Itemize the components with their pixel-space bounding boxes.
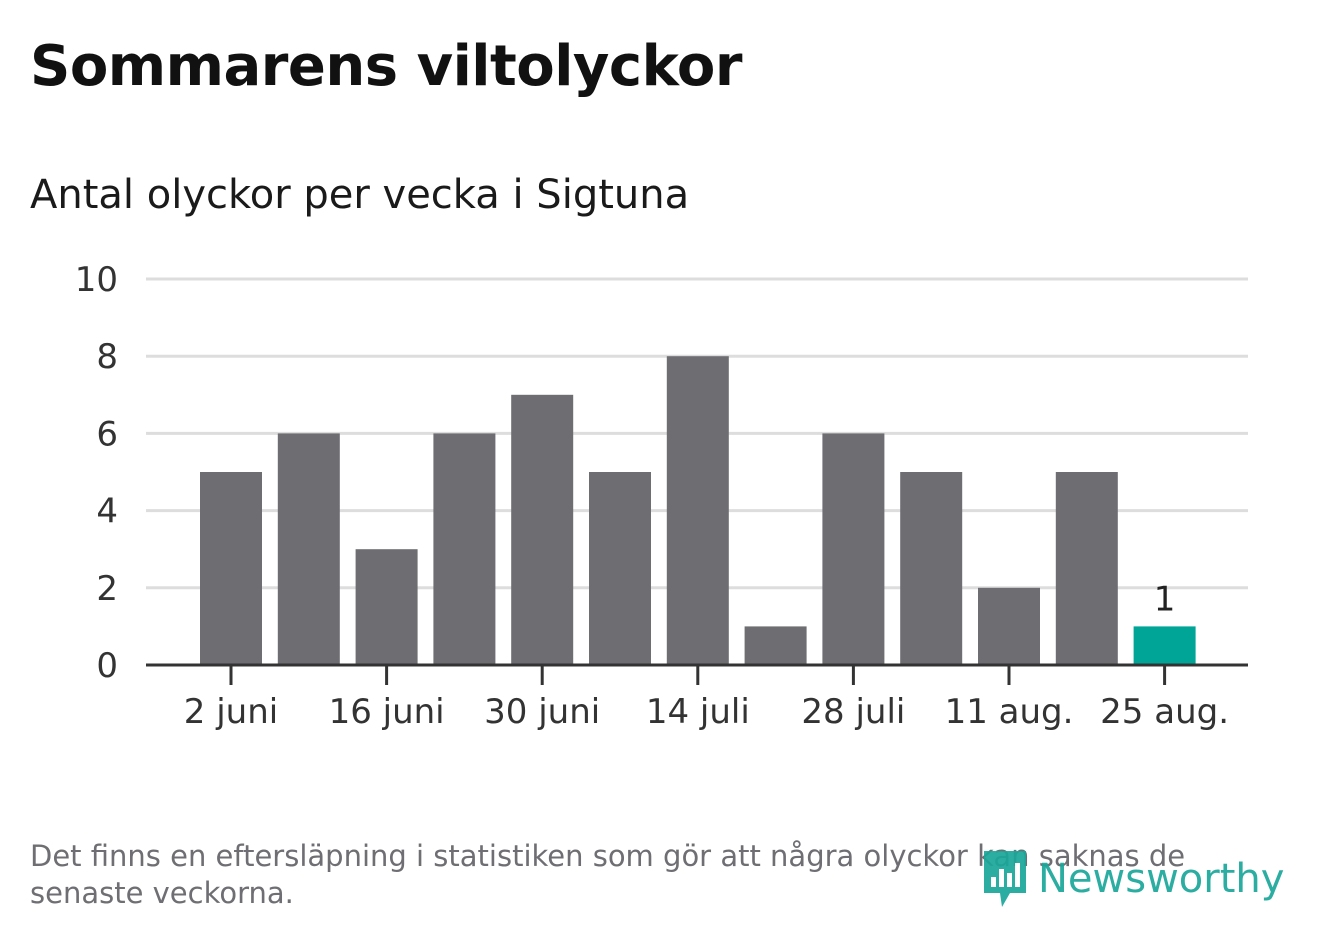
x-tick-label: 28 juli — [801, 692, 905, 732]
chart-title: Sommarens viltolyckor — [30, 34, 742, 99]
logo-text: Newsworthy — [1038, 856, 1285, 902]
newsworthy-logo-icon — [984, 851, 1026, 907]
chart-subtitle: Antal olyckor per vecka i Sigtuna — [30, 172, 690, 218]
y-tick-label: 0 — [96, 646, 118, 686]
bar — [511, 394, 574, 665]
newsworthy-logo: Newsworthy — [980, 846, 1300, 912]
x-tick-label: 14 juli — [646, 692, 750, 732]
bar — [744, 626, 807, 665]
y-tick-label: 8 — [96, 337, 118, 377]
data-label: 1 — [1154, 579, 1176, 619]
bar-chart: 0 2 4 6 8 10 2 juni 16 juni 30 juni 14 juli 28 jul… — [75, 260, 1248, 732]
x-tick-label: 30 juni — [484, 692, 600, 732]
axes — [146, 663, 1248, 685]
x-tick-label: 16 juni — [329, 692, 445, 732]
bar — [1055, 472, 1118, 665]
labels: 0 2 4 6 8 10 2 juni 16 juni 30 juni 14 juli 28 jul… — [75, 260, 1229, 732]
x-tick-label: 2 juni — [184, 692, 278, 732]
y-tick-label: 6 — [96, 414, 118, 454]
bar-highlight — [1133, 626, 1196, 665]
bar — [666, 356, 729, 665]
bar — [355, 549, 418, 665]
bar — [589, 472, 651, 665]
bars — [200, 356, 1196, 665]
bar — [900, 472, 963, 665]
bar — [433, 433, 496, 665]
x-tick-label: 11 aug. — [945, 692, 1074, 732]
y-tick-label: 4 — [96, 492, 118, 532]
y-tick-label: 2 — [96, 569, 118, 609]
bar — [822, 433, 885, 665]
bar — [978, 587, 1040, 665]
y-tick-label: 10 — [75, 260, 118, 300]
x-tick-label: 25 aug. — [1100, 692, 1229, 732]
bar — [277, 433, 340, 665]
bar — [200, 472, 262, 665]
